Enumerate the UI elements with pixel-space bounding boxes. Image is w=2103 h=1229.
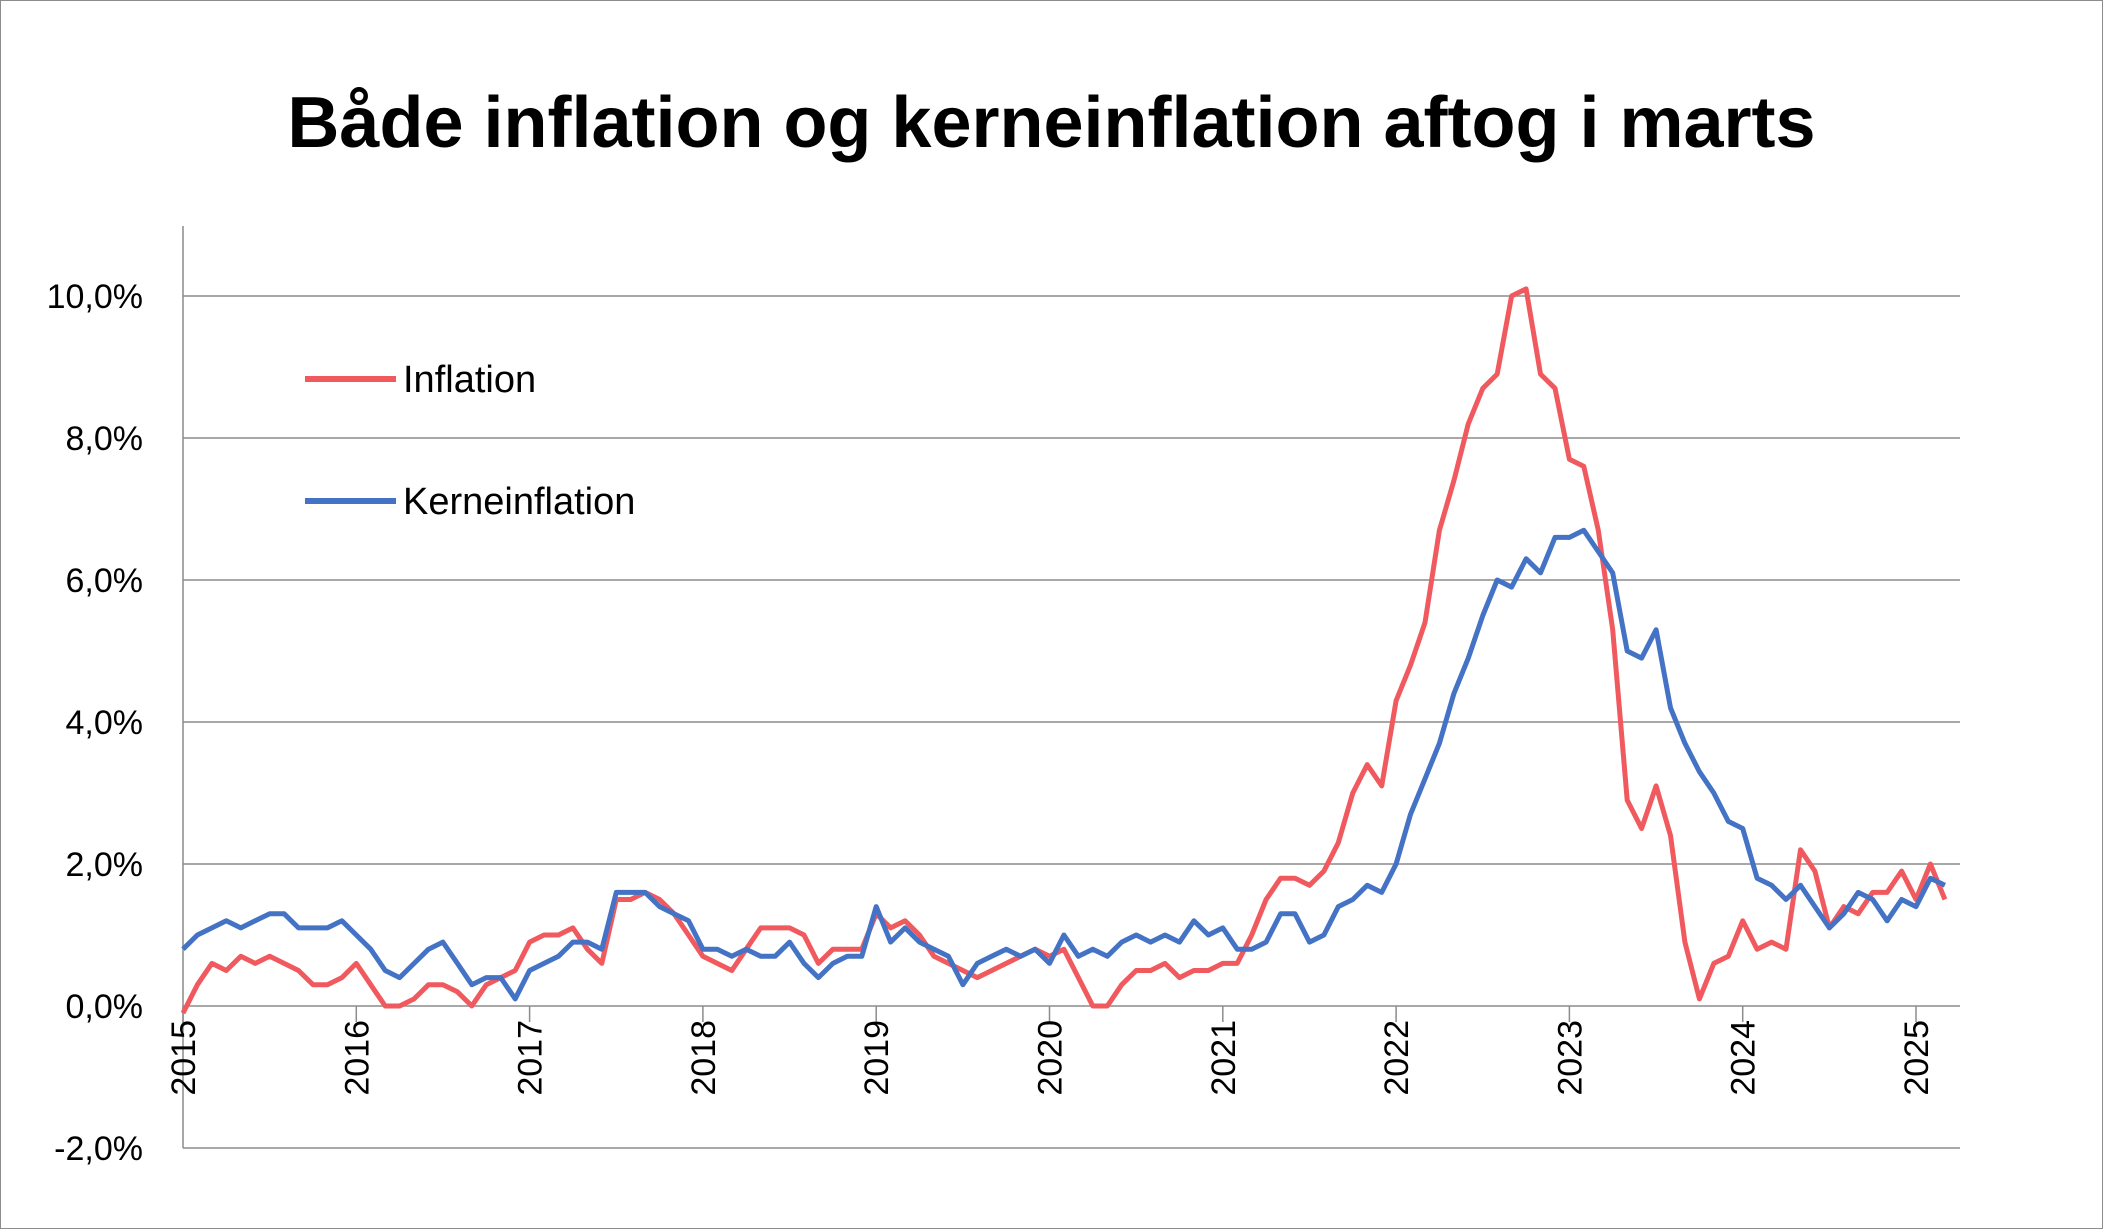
series-line-inflation <box>180 286 1948 1015</box>
gridlines <box>183 295 1960 1149</box>
x-tick-label: 2022 <box>1378 1020 1416 1096</box>
x-tick-label: 2015 <box>165 1020 203 1096</box>
series-lines <box>180 286 1948 1015</box>
y-tick-label: 4,0% <box>66 704 144 742</box>
x-tick-label: 2021 <box>1205 1020 1243 1096</box>
x-tick-label: 2016 <box>338 1020 376 1096</box>
legend: Inflation Kerneinflation <box>305 359 635 523</box>
axes: 10,0% 8,0% 6,0% 4,0% 2,0% 0,0% -2,0% 2015 2016 20… <box>47 226 1960 1168</box>
x-tick-label: 2024 <box>1725 1020 1763 1096</box>
x-tick-label: 2019 <box>858 1020 896 1096</box>
x-tick-label: 2020 <box>1032 1020 1070 1096</box>
x-tick-label: 2023 <box>1551 1020 1589 1096</box>
y-tick-label: 8,0% <box>66 420 144 458</box>
x-tick-label: 2017 <box>512 1020 550 1096</box>
legend-label-kerneinflation: Kerneinflation <box>403 481 635 523</box>
x-tick-label: 2018 <box>685 1020 723 1096</box>
y-tick-label: 6,0% <box>66 562 144 600</box>
y-tick-label: -2,0% <box>54 1130 143 1168</box>
legend-label-inflation: Inflation <box>403 359 536 401</box>
series-line-kerneinflation <box>181 527 1946 1002</box>
y-tick-label: 0,0% <box>66 988 144 1026</box>
x-tick-label: 2025 <box>1898 1020 1936 1096</box>
y-tick-label: 2,0% <box>66 846 144 884</box>
y-tick-label: 10,0% <box>47 278 143 316</box>
chart-title: Både inflation og kerneinflation aftog i… <box>287 83 1816 163</box>
